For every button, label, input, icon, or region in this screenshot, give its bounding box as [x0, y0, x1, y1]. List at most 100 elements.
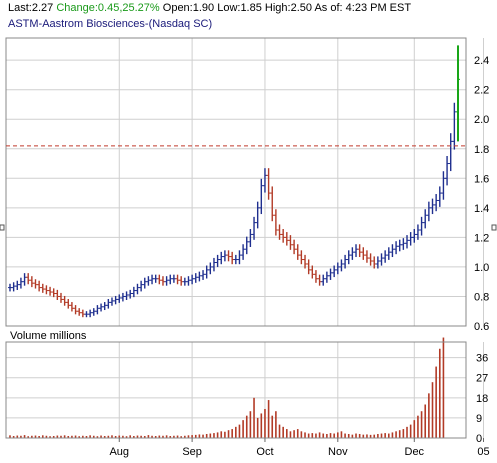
price-tick-label: 0.8 — [474, 291, 489, 303]
low-price: Low:1.85 — [217, 2, 262, 14]
price-bar — [237, 250, 242, 265]
price-bar — [295, 244, 300, 260]
price-bar — [211, 257, 216, 272]
price-bar — [77, 308, 82, 316]
price-bar — [22, 273, 27, 286]
price-bar — [426, 201, 431, 222]
price-bar — [390, 244, 395, 258]
price-bar — [135, 283, 140, 295]
price-bar — [273, 209, 278, 236]
price-bar — [91, 308, 96, 316]
price-bar — [37, 280, 42, 292]
price-bar — [241, 244, 246, 260]
price-bar — [113, 295, 118, 305]
as-of-time: As of: 4:23 PM EST — [314, 2, 412, 14]
price-bar — [233, 254, 238, 265]
price-bar — [171, 274, 176, 283]
price-bar — [26, 273, 31, 285]
price-bar — [284, 232, 289, 246]
price-bar — [15, 280, 20, 290]
price-bar — [204, 265, 209, 279]
price-bar — [346, 250, 351, 265]
price-bar — [160, 276, 165, 286]
price-bar — [419, 216, 424, 236]
frame-handle — [0, 224, 5, 231]
price-bar — [102, 302, 107, 311]
price-bar — [106, 299, 111, 309]
price-bar — [131, 286, 136, 298]
price-bar — [40, 283, 45, 293]
price-bar — [11, 282, 16, 292]
price-bar — [55, 289, 60, 301]
axes — [0, 37, 497, 442]
price-bar — [324, 271, 329, 283]
price-bar — [66, 299, 71, 309]
price-bar — [175, 274, 180, 285]
price-bar — [364, 250, 369, 263]
price-bar — [230, 251, 235, 265]
price-bar — [383, 250, 388, 263]
price-bar — [208, 262, 213, 275]
chart-subtitle: ASTM-Aastrom Biosciences-(Nasdaq SC) — [8, 18, 213, 30]
price-bars — [8, 45, 460, 318]
volume-label: Volume millions — [10, 330, 87, 342]
price-bar — [321, 274, 326, 286]
price-bar — [448, 133, 453, 172]
price-bar — [124, 291, 129, 301]
price-tick-label: 1.0 — [474, 262, 489, 274]
price-bar — [73, 305, 78, 315]
price-bar — [153, 274, 158, 283]
price-bar — [394, 241, 399, 255]
price-bar — [244, 236, 249, 255]
price-bar — [379, 253, 384, 266]
price-bar — [252, 216, 257, 240]
price-bar — [193, 273, 198, 283]
price-bar — [8, 283, 12, 292]
price-bar — [117, 294, 122, 303]
price-bar — [168, 274, 173, 285]
volume-panel-frame — [5, 341, 467, 439]
price-bar — [412, 229, 417, 243]
price-bar — [95, 305, 100, 315]
price-bar — [434, 194, 439, 212]
price-bar — [292, 239, 297, 255]
price-bar — [401, 238, 406, 250]
price-bar — [201, 270, 206, 280]
price-bar — [109, 297, 114, 306]
price-tick-label: 2.4 — [474, 55, 489, 67]
price-bar — [215, 254, 220, 268]
price-tick-label: 1.4 — [474, 203, 489, 215]
price-bar — [313, 270, 318, 283]
volume-tick-label: 36 — [476, 353, 488, 365]
x-tick-label: Dec — [405, 446, 425, 458]
price-bar — [139, 280, 144, 292]
volume-tick-label: 27 — [476, 373, 488, 385]
price-bar — [445, 156, 450, 186]
price-bar — [255, 201, 260, 229]
price-bar — [281, 229, 286, 243]
price-bar — [437, 186, 442, 207]
price-bar — [368, 253, 373, 266]
price-bar — [219, 251, 224, 265]
price-bar — [222, 250, 227, 262]
price-bar — [88, 309, 93, 318]
price-bar — [80, 309, 85, 318]
volume-bars — [9, 337, 445, 438]
price-tick-label: 1.8 — [474, 144, 489, 156]
price-bar — [328, 268, 333, 280]
price-bar — [58, 292, 63, 303]
price-panel-frame — [5, 37, 467, 327]
price-tick-label: 2.0 — [474, 114, 489, 126]
price-bar — [51, 288, 56, 298]
price-bar — [408, 232, 413, 246]
price-bar — [84, 311, 89, 318]
price-bar — [310, 265, 315, 279]
volume-tick-label: 0 — [476, 433, 482, 445]
price-bar — [18, 277, 23, 289]
last-price: Last:2.27 — [8, 2, 54, 14]
price-bar — [299, 250, 304, 265]
price-grid — [6, 38, 484, 327]
price-bar — [335, 262, 340, 275]
